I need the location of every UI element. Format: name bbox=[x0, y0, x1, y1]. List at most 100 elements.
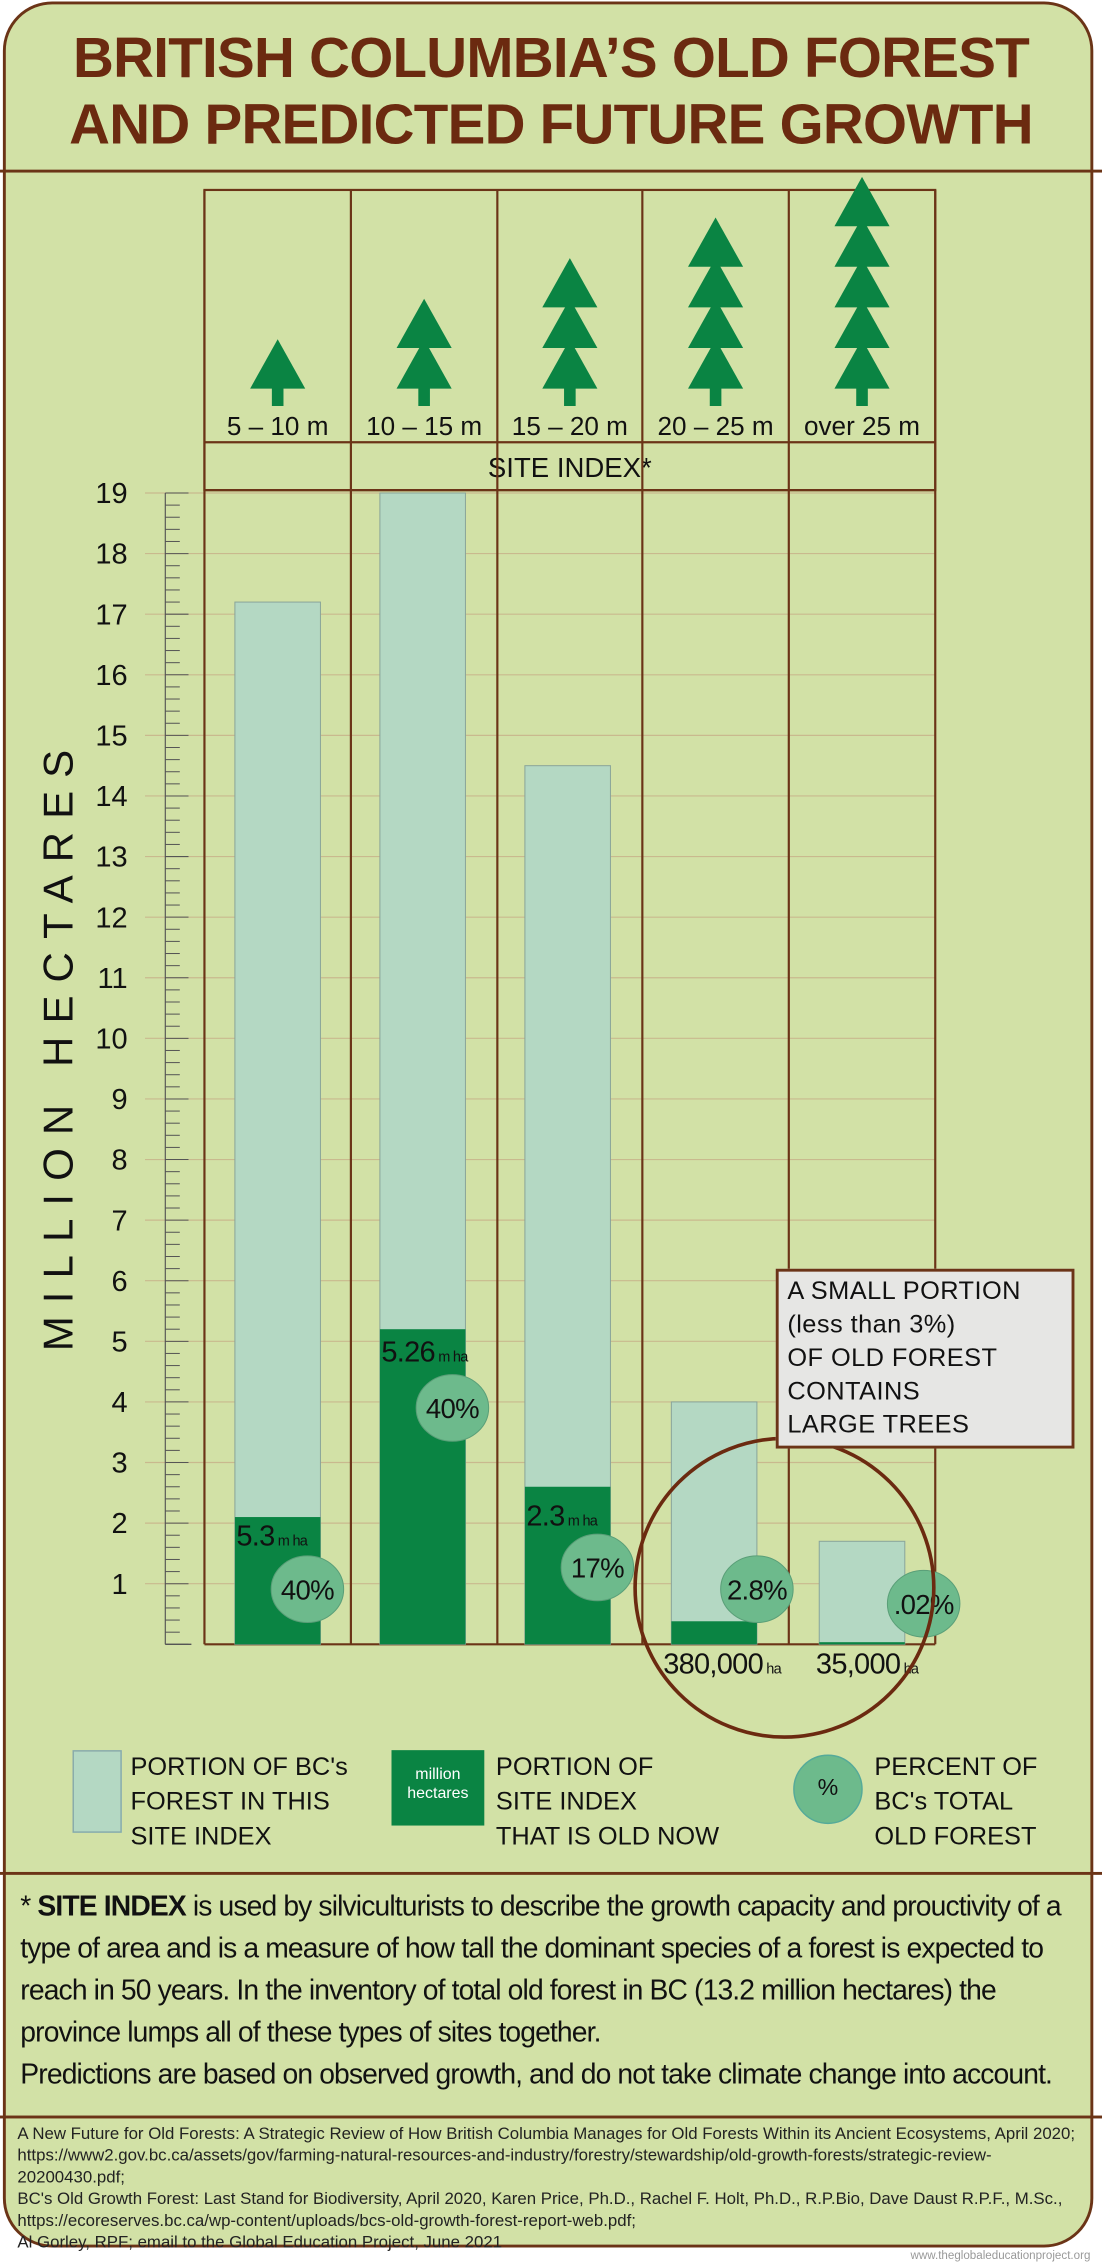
annotation-callout: A SMALL PORTION (less than 3%) OF OLD FO… bbox=[775, 1268, 1075, 1449]
pine-tree-icon bbox=[834, 339, 890, 389]
legend-swatch-old: million hectares bbox=[391, 1750, 485, 1826]
old-value: 2.3 bbox=[526, 1500, 564, 1532]
tree-trunk-icon bbox=[418, 385, 430, 406]
y-tick-label: 10 bbox=[95, 1024, 127, 1056]
pine-tree-icon bbox=[396, 298, 452, 348]
old-value: 35,000 bbox=[816, 1648, 900, 1680]
site-index-column-label: 10 – 15 m bbox=[366, 411, 482, 441]
legend-text: SITE INDEX bbox=[130, 1821, 272, 1851]
footnote-predictions: Predictions are based on observed growth… bbox=[20, 2059, 1053, 2091]
pine-tree-icon bbox=[688, 298, 744, 348]
annotation-line: OF OLD FOREST bbox=[787, 1342, 998, 1372]
y-tick-label: 19 bbox=[95, 478, 127, 510]
footnote-text: is used by silviculturists to describe t… bbox=[20, 1890, 1061, 2049]
footnote-term: SITE INDEX bbox=[37, 1890, 186, 1923]
pine-tree-icon bbox=[542, 298, 598, 348]
legend-swatch-text: hectares bbox=[407, 1784, 469, 1803]
site-index-column-label: over 25 m bbox=[804, 411, 920, 441]
percent-circle bbox=[415, 1374, 490, 1442]
site-index-column-label: 15 – 20 m bbox=[512, 411, 628, 441]
legend-text: PERCENT OF bbox=[874, 1751, 1038, 1781]
old-value: 5.26 bbox=[381, 1337, 435, 1369]
annotation-line: (less than 3%) bbox=[787, 1309, 956, 1339]
old-forest-value-label: 2.3 m ha bbox=[526, 1500, 598, 1532]
legend-text: FOREST IN THIS bbox=[130, 1786, 330, 1816]
pine-tree-icon bbox=[396, 339, 452, 389]
annotation-line: LARGE TREES bbox=[787, 1409, 970, 1439]
legend-label-forest: PORTION OF BC's FOREST IN THIS SITE INDE… bbox=[131, 1749, 348, 1853]
pine-tree-icon bbox=[834, 217, 890, 267]
sources-divider bbox=[0, 2115, 1102, 2119]
pine-tree-icon bbox=[834, 176, 890, 227]
legend-label-old: PORTION OF SITE INDEX THAT IS OLD NOW bbox=[496, 1749, 719, 1853]
old-unit: ha bbox=[763, 1661, 783, 1677]
tree-trunk-icon bbox=[709, 385, 722, 406]
old-value: 5.3 bbox=[236, 1521, 274, 1553]
bar-forest-total bbox=[234, 601, 321, 1645]
y-tick-label: 7 bbox=[111, 1205, 127, 1237]
annotation-line: CONTAINS bbox=[787, 1376, 921, 1406]
legend-text: PORTION OF bbox=[495, 1751, 654, 1781]
legend-text: SITE INDEX bbox=[495, 1786, 637, 1816]
pine-tree-icon bbox=[688, 258, 744, 308]
legend: PORTION OF BC's FOREST IN THIS SITE INDE… bbox=[0, 1740, 1102, 1863]
title-line-1: BRITISH COLUMBIA’S OLD FOREST bbox=[72, 27, 1030, 90]
title-line-2: AND PREDICTED FUTURE GROWTH bbox=[69, 94, 1033, 157]
legend-text: OLD FOREST bbox=[874, 1821, 1037, 1851]
pine-tree-icon bbox=[834, 258, 890, 308]
annotation-line: A SMALL PORTION bbox=[787, 1276, 1021, 1305]
y-tick-label: 6 bbox=[111, 1266, 127, 1298]
legend-swatch-forest bbox=[72, 1750, 122, 1833]
old-forest-value-label: 380,000 ha bbox=[663, 1648, 782, 1680]
y-tick-label: 1 bbox=[111, 1569, 127, 1601]
tree-trunk-icon bbox=[271, 385, 284, 406]
percent-circle bbox=[720, 1555, 794, 1624]
old-forest-value-label: 5.3 m ha bbox=[236, 1521, 308, 1553]
percent-circle bbox=[560, 1533, 635, 1602]
source-item: BC's Old Growth Forest: Last Stand for B… bbox=[17, 2189, 1063, 2231]
y-tick-label: 4 bbox=[111, 1387, 127, 1419]
y-tick-label: 5 bbox=[111, 1326, 127, 1358]
pine-tree-icon bbox=[834, 298, 890, 348]
old-forest-value-label: 5.26 m ha bbox=[381, 1337, 469, 1369]
old-unit: m ha bbox=[564, 1513, 598, 1529]
y-tick-label: 8 bbox=[111, 1145, 127, 1177]
tree-trunk-icon bbox=[564, 385, 576, 406]
y-tick-label: 3 bbox=[111, 1448, 127, 1480]
legend-text: BC's TOTAL bbox=[874, 1786, 1014, 1816]
bar-old-forest bbox=[819, 1642, 905, 1645]
old-unit: m ha bbox=[274, 1534, 308, 1550]
y-tick-label: 2 bbox=[111, 1508, 127, 1540]
legend-circle-percent: % bbox=[793, 1754, 863, 1825]
percent-label: .02% bbox=[894, 1589, 954, 1620]
old-value: 380,000 bbox=[663, 1648, 763, 1680]
percent-label: 40% bbox=[426, 1393, 479, 1424]
site-index-column-label: 5 – 10 m bbox=[227, 411, 329, 441]
title-divider bbox=[0, 169, 1102, 173]
tree-trunk-icon bbox=[856, 385, 868, 406]
y-tick-label: 14 bbox=[95, 781, 127, 813]
watermark: www.theglobaleducationproject.org bbox=[910, 2248, 1091, 2262]
source-item: A New Future for Old Forests: A Strategi… bbox=[17, 2124, 1076, 2187]
percent-circle bbox=[270, 1555, 345, 1624]
y-tick-label: 17 bbox=[95, 599, 127, 631]
y-tick-label: 11 bbox=[97, 963, 127, 995]
y-tick-label: 15 bbox=[95, 721, 127, 753]
pine-tree-icon bbox=[688, 217, 744, 267]
bar-old-forest bbox=[671, 1621, 757, 1645]
chart: SITE INDEX* 5 – 10 m 10 – 15 m 15 – 20 m 20 … bbox=[35, 176, 961, 1739]
pine-tree-icon bbox=[542, 258, 598, 308]
y-tick-label: 13 bbox=[95, 842, 127, 874]
site-index-column-label: 20 – 25 m bbox=[658, 411, 774, 441]
percent-label: 17% bbox=[571, 1553, 624, 1584]
y-tick-label: 16 bbox=[95, 660, 127, 692]
legend-divider bbox=[0, 1871, 1102, 1875]
legend-text: THAT IS OLD NOW bbox=[495, 1821, 720, 1851]
percent-label: 40% bbox=[281, 1574, 334, 1605]
pine-tree-icon bbox=[250, 339, 306, 389]
pine-tree-icon bbox=[688, 339, 744, 389]
legend-text: PORTION OF BC's bbox=[130, 1751, 348, 1781]
legend-swatch-text: million bbox=[415, 1766, 461, 1784]
percent-label: 2.8% bbox=[727, 1574, 787, 1605]
